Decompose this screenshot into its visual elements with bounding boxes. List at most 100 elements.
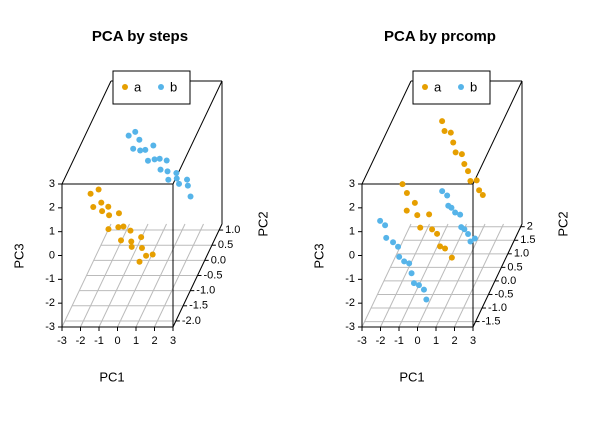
- point: [461, 226, 468, 233]
- point: [383, 234, 390, 241]
- y-tick-label: -1.5: [482, 315, 501, 327]
- y-tick-label: 0.5: [507, 261, 522, 273]
- point: [467, 178, 474, 185]
- chart-title: PCA by steps: [92, 28, 188, 45]
- point: [137, 147, 144, 154]
- point: [476, 187, 483, 194]
- legend-label: a: [134, 79, 142, 94]
- point: [448, 204, 455, 211]
- grid-line: [398, 223, 449, 328]
- x-tick-label: -2: [376, 335, 386, 347]
- point: [138, 244, 145, 251]
- point: [151, 156, 158, 163]
- point: [173, 175, 180, 182]
- box-edge: [361, 80, 412, 185]
- z-tick-label: 0: [49, 249, 55, 261]
- y-tick-label: 1.5: [520, 234, 535, 246]
- z-tick-label: -1: [345, 273, 355, 285]
- z-tick-label: -2: [345, 297, 355, 309]
- point: [150, 142, 157, 149]
- point: [125, 132, 132, 139]
- point: [415, 282, 422, 289]
- grid-line: [435, 223, 486, 328]
- box-edge: [472, 80, 523, 185]
- point: [457, 211, 464, 218]
- y-tick-label: -0.5: [494, 288, 513, 300]
- point: [143, 252, 150, 259]
- point: [98, 199, 105, 206]
- point: [157, 166, 164, 173]
- legend-label: a: [434, 79, 442, 94]
- y-tick-label: 1.0: [514, 248, 529, 260]
- point: [382, 222, 389, 229]
- point: [471, 235, 478, 242]
- point: [401, 258, 408, 265]
- point: [164, 168, 171, 175]
- y-tick-label: 1.0: [225, 224, 240, 236]
- z-tick-label: 1: [49, 226, 55, 238]
- box-edge: [61, 80, 112, 185]
- point: [87, 190, 94, 197]
- x-tick-label: -1: [94, 335, 104, 347]
- z-axis-label: PC3: [311, 243, 326, 268]
- point: [99, 208, 106, 215]
- point: [176, 180, 183, 187]
- point: [187, 193, 194, 200]
- x-tick-label: 0: [414, 335, 420, 347]
- x-tick-label: -3: [57, 335, 67, 347]
- point: [395, 243, 402, 250]
- point: [444, 192, 451, 199]
- point: [442, 245, 449, 252]
- z-tick-label: -3: [45, 321, 55, 333]
- z-tick-label: 2: [49, 202, 55, 214]
- point: [406, 260, 413, 267]
- point: [399, 181, 406, 188]
- point: [377, 217, 384, 224]
- point: [136, 136, 143, 143]
- x-tick-label: -1: [394, 335, 404, 347]
- point: [417, 224, 424, 231]
- point: [163, 157, 170, 164]
- point: [458, 151, 465, 158]
- point: [448, 254, 455, 261]
- point: [403, 189, 410, 196]
- point: [105, 226, 112, 233]
- y-tick-label: -1.0: [488, 302, 507, 314]
- point: [452, 209, 459, 216]
- z-tick-label: 3: [49, 178, 55, 190]
- point: [127, 227, 134, 234]
- z-tick-label: 2: [349, 202, 355, 214]
- x-axis-label: PC1: [99, 369, 124, 384]
- point: [452, 149, 459, 156]
- point: [434, 230, 441, 237]
- point: [410, 280, 417, 287]
- point: [115, 224, 122, 231]
- point: [479, 191, 486, 198]
- point: [120, 223, 127, 230]
- y-axis-label: PC2: [255, 211, 270, 236]
- grid-line: [454, 223, 504, 328]
- z-tick-label: -1: [45, 273, 55, 285]
- point: [447, 129, 454, 136]
- z-tick-label: 3: [349, 178, 355, 190]
- point: [426, 211, 433, 218]
- point: [439, 118, 446, 125]
- point: [423, 296, 430, 303]
- x-tick-label: 0: [114, 335, 120, 347]
- z-tick-label: -3: [345, 321, 355, 333]
- y-tick-label: -1.5: [189, 300, 208, 312]
- z-tick-label: -2: [45, 297, 55, 309]
- y-tick-label: -0.5: [204, 269, 223, 281]
- point: [184, 176, 191, 183]
- z-tick-label: 1: [349, 226, 355, 238]
- point: [105, 203, 112, 210]
- point: [390, 239, 397, 246]
- legend-label: b: [470, 79, 477, 94]
- point: [465, 168, 472, 175]
- point: [429, 226, 436, 233]
- grid-line: [380, 223, 430, 328]
- point: [441, 127, 448, 134]
- point: [128, 238, 135, 245]
- point: [165, 176, 172, 183]
